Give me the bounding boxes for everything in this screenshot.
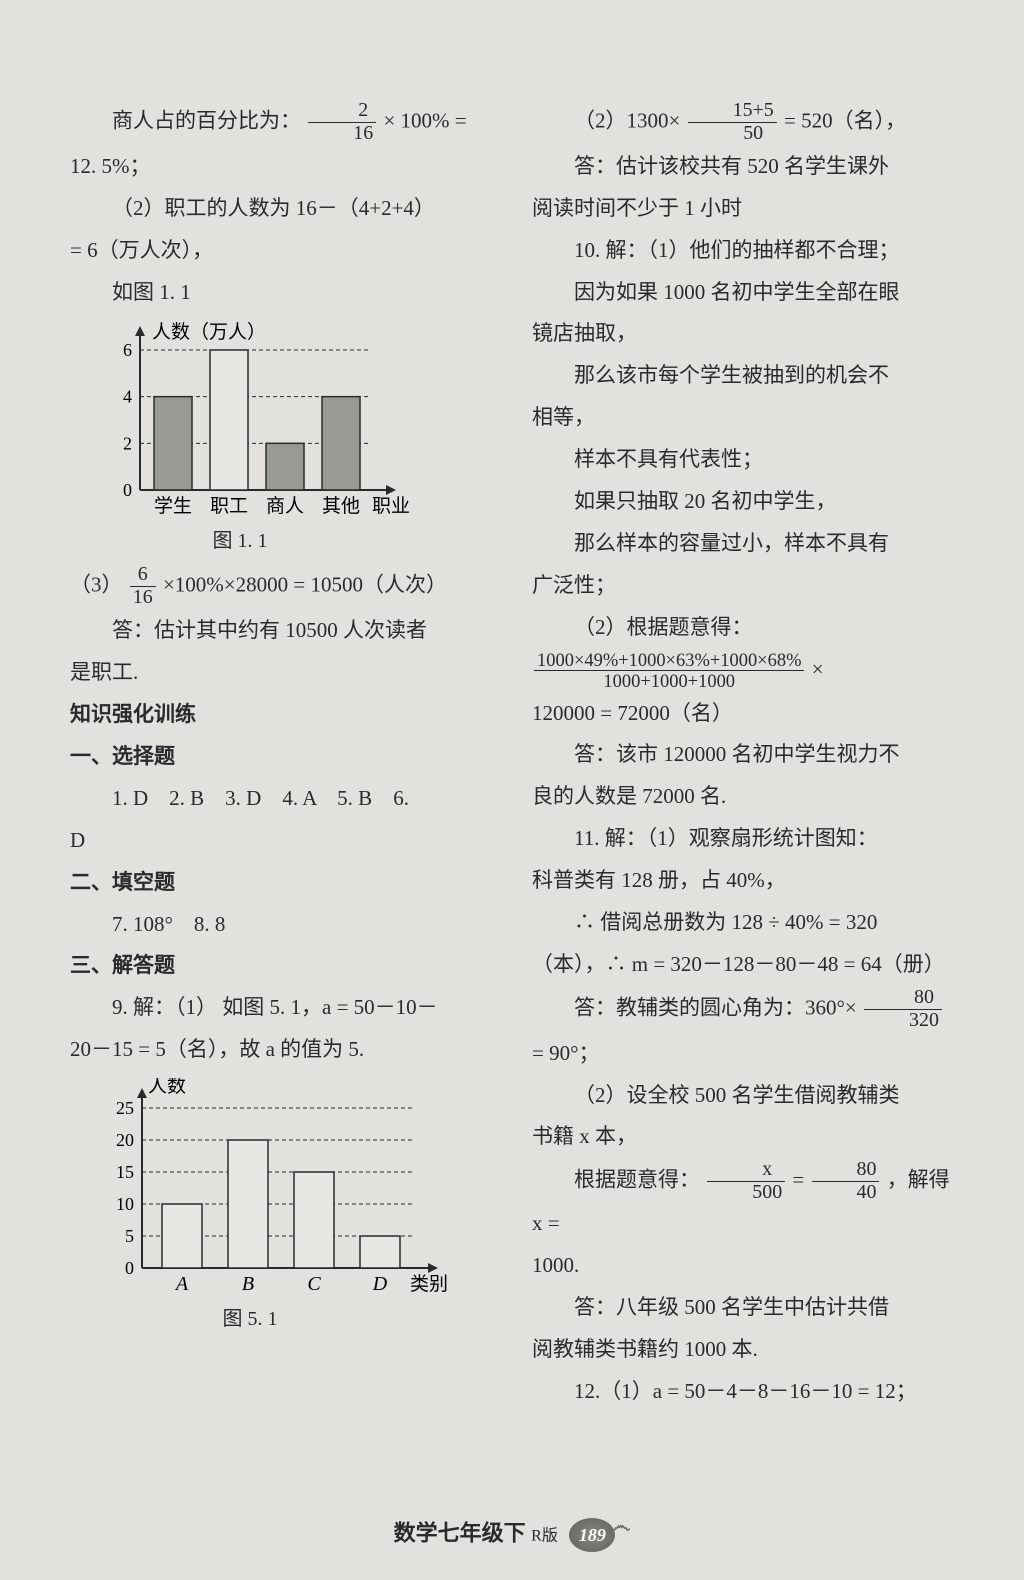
text-line: 9. 解：（1） 如图 5. 1，a = 50－10－ xyxy=(70,988,502,1028)
page-columns: 商人占的百分比为： 2 16 × 100% = 12. 5%； （2）职工的人数… xyxy=(70,100,964,1540)
svg-text:20: 20 xyxy=(116,1130,134,1150)
svg-text:5: 5 xyxy=(125,1226,134,1246)
text-line: 11. 解：（1）观察扇形统计图知： xyxy=(532,819,964,859)
text: × xyxy=(812,657,824,681)
text: 商人占的百分比为： xyxy=(112,108,301,132)
svg-text:25: 25 xyxy=(116,1098,134,1118)
fraction: 15+5 50 xyxy=(688,100,777,145)
section-heading: 知识强化训练 xyxy=(70,695,502,735)
svg-text:A: A xyxy=(174,1273,189,1295)
fraction: 2 16 xyxy=(308,100,376,145)
text-line: 书籍 x 本， xyxy=(532,1117,964,1157)
text-line: 如果只抽取 20 名初中学生， xyxy=(532,482,964,522)
text: 根据题意得： xyxy=(574,1168,700,1192)
text-line: 那么该市每个学生被抽到的机会不 xyxy=(532,356,964,396)
text-line: 良的人数是 72000 名. xyxy=(532,777,964,817)
svg-text:6: 6 xyxy=(123,340,132,360)
text-line: 科普类有 128 册，占 40%， xyxy=(532,861,964,901)
swirl-icon: ෴ xyxy=(611,1515,630,1538)
chart-caption: 图 5. 1 xyxy=(100,1300,400,1338)
text-line: （2）职工的人数为 16－（4+2+4） xyxy=(70,189,502,229)
text-line: 因为如果 1000 名初中学生全部在眼 xyxy=(532,273,964,313)
text-line: ∴ 借阅总册数为 128 ÷ 40% = 320 xyxy=(532,903,964,943)
svg-text:15: 15 xyxy=(116,1162,134,1182)
text-line: 答：八年级 500 名学生中估计共借 xyxy=(532,1288,964,1328)
svg-text:其他: 其他 xyxy=(322,495,360,517)
text-line: 广泛性； xyxy=(532,566,964,606)
text-line: = 90°； xyxy=(532,1034,964,1074)
section-heading: 二、填空题 xyxy=(70,863,502,903)
text-line: 答：教辅类的圆心角为：360°× 80 320 xyxy=(532,987,964,1032)
text-line: 阅读时间不少于 1 小时 xyxy=(532,189,964,229)
text-line: 相等， xyxy=(532,398,964,438)
right-column: （2）1300× 15+5 50 = 520（名）， 答：估计该校共有 520 … xyxy=(532,100,964,1540)
footer-edition: R版 xyxy=(531,1527,558,1544)
svg-text:0: 0 xyxy=(123,480,132,500)
chart-caption: 图 1. 1 xyxy=(100,522,380,560)
text: = xyxy=(792,1168,809,1192)
text-line: 阅教辅类书籍约 1000 本. xyxy=(532,1330,964,1370)
section-heading: 一、选择题 xyxy=(70,737,502,777)
text: 答：教辅类的圆心角为：360°× xyxy=(574,995,857,1019)
text: = 520（名）， xyxy=(784,108,906,132)
text-line: 那么样本的容量过小，样本不具有 xyxy=(532,524,964,564)
svg-text:D: D xyxy=(372,1273,388,1295)
text-line: 是职工. xyxy=(70,653,502,693)
section-heading: 三、解答题 xyxy=(70,946,502,986)
text-line: 1000. xyxy=(532,1246,964,1286)
svg-text:职工: 职工 xyxy=(210,496,248,517)
text-line: 12. 5%； xyxy=(70,147,502,187)
bar-chart-2: 0 5 10 15 20 25 A B C D 人数类别 图 5. 1 xyxy=(100,1078,502,1338)
text-line: D xyxy=(70,821,502,861)
svg-text:4: 4 xyxy=(123,387,132,407)
text-line: 1000×49%+1000×63%+1000×68% 1000+1000+100… xyxy=(532,650,964,692)
fraction: 6 16 xyxy=(130,564,156,609)
text-line: = 6（万人次）， xyxy=(70,231,502,271)
svg-text:10: 10 xyxy=(116,1194,134,1214)
svg-text:职业: 职业 xyxy=(372,495,410,517)
svg-text:学生: 学生 xyxy=(154,495,192,517)
svg-text:2: 2 xyxy=(123,434,132,454)
text-line: 12.（1）a = 50－4－8－16－10 = 12； xyxy=(532,1372,964,1412)
svg-text:类别: 类别 xyxy=(410,1273,448,1295)
text-line: （3） 6 16 ×100%×28000 = 10500（人次） xyxy=(70,564,502,609)
page-number: 189 xyxy=(569,1518,615,1552)
text-line: （2）根据题意得： xyxy=(532,608,964,648)
text-line: 样本不具有代表性； xyxy=(532,440,964,480)
left-column: 商人占的百分比为： 2 16 × 100% = 12. 5%； （2）职工的人数… xyxy=(70,100,502,1540)
text-line: 镜店抽取， xyxy=(532,314,964,354)
text-line: 答：该市 120000 名初中学生视力不 xyxy=(532,735,964,775)
fraction: x 500 xyxy=(707,1159,785,1204)
text: × 100% = xyxy=(383,108,466,132)
text-line: 20－15 = 5（名），故 a 的值为 5. xyxy=(70,1030,502,1070)
text-line: 10. 解：（1）他们的抽样都不合理； xyxy=(532,231,964,271)
svg-text:C: C xyxy=(307,1273,321,1295)
text: （3） xyxy=(70,573,123,597)
text-line: 1. D 2. B 3. D 4. A 5. B 6. xyxy=(70,779,502,819)
svg-text:商人: 商人 xyxy=(266,495,304,517)
text-line: 答：估计该校共有 520 名学生课外 xyxy=(532,147,964,187)
text: ×100%×28000 = 10500（人次） xyxy=(163,573,447,597)
fraction: 1000×49%+1000×63%+1000×68% 1000+1000+100… xyxy=(534,650,804,692)
text-line: 根据题意得： x 500 = 80 40 ，解得 x = xyxy=(532,1159,964,1244)
text-line: 如图 1. 1 xyxy=(70,273,502,313)
page-footer: 数学七年级下 R版 189෴ xyxy=(0,1515,1024,1552)
fraction: 80 320 xyxy=(864,987,942,1032)
svg-text:人数（万人）: 人数（万人） xyxy=(152,321,266,343)
text-line: 商人占的百分比为： 2 16 × 100% = xyxy=(70,100,502,145)
svg-text:B: B xyxy=(242,1273,254,1295)
text-line: 7. 108° 8. 8 xyxy=(70,905,502,945)
fraction: 80 40 xyxy=(812,1159,880,1204)
text: （2）1300× xyxy=(574,108,680,132)
footer-title: 数学七年级下 xyxy=(394,1520,526,1545)
text-line: （2）设全校 500 名学生借阅教辅类 xyxy=(532,1076,964,1116)
text-line: （2）1300× 15+5 50 = 520（名）， xyxy=(532,100,964,145)
text-line: （本），∴ m = 320－128－80－48 = 64（册） xyxy=(532,945,964,985)
bar-chart-1: 0 2 4 6 学生职工商人其他 人数（万人） 职业 图 1. 1 xyxy=(100,320,502,560)
text-line: 答：估计其中约有 10500 人次读者 xyxy=(70,611,502,651)
svg-text:0: 0 xyxy=(125,1258,134,1278)
svg-text:人数: 人数 xyxy=(148,1078,186,1097)
text-line: 120000 = 72000（名） xyxy=(532,694,964,734)
